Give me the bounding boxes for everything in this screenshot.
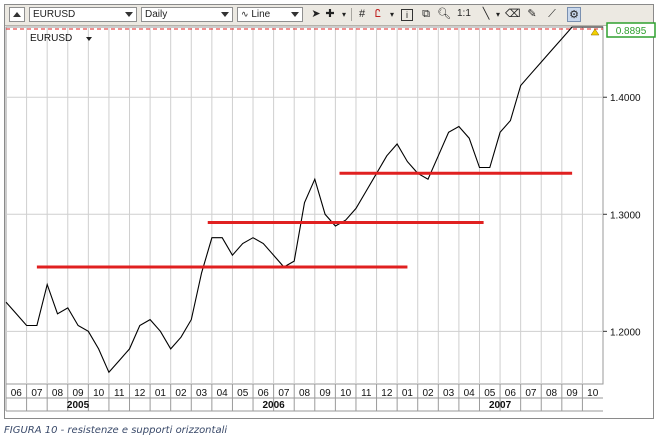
x-tick-label: 03 — [196, 388, 208, 399]
eraser-icon[interactable]: ⌫ — [505, 8, 521, 20]
chevron-down-icon[interactable]: ▾ — [341, 10, 346, 19]
year-label: 2007 — [489, 400, 512, 411]
x-tick-label: 03 — [443, 388, 455, 399]
x-tick-label: 10 — [340, 388, 352, 399]
x-tick-label: 04 — [217, 388, 229, 399]
x-tick-label: 02 — [175, 388, 187, 399]
x-tick-label: 08 — [546, 388, 558, 399]
chevron-down-icon — [86, 37, 92, 41]
figure-caption: FIGURA 10 - resistenze e supporti orizzo… — [4, 425, 228, 436]
x-tick-label: 08 — [52, 388, 64, 399]
x-tick-label: 04 — [464, 388, 476, 399]
symbol-value: EURUSD — [33, 9, 76, 20]
chevron-down-icon — [291, 12, 299, 17]
window-icon[interactable] — [9, 7, 25, 22]
zoom-level[interactable]: 1:1 — [457, 8, 471, 19]
x-tick-label: 10 — [93, 388, 105, 399]
crosshair-icon[interactable]: ✚ — [325, 8, 335, 20]
toolbar: EURUSD Daily ∿ Line ➤ ✚ ▾ # Ꮭ ▾ i ⧉ 🔍︎ 1… — [5, 5, 653, 26]
x-tick-label: 12 — [381, 388, 393, 399]
cursor-icon[interactable]: ➤ — [311, 8, 321, 20]
x-tick-label: 01 — [402, 388, 414, 399]
line-type-icon: ∿ — [241, 9, 249, 19]
chart-symbol-label: EURUSD — [30, 33, 72, 44]
x-tick-label: 11 — [114, 388, 125, 399]
price-chart[interactable]: 06 07 08 09 10 11 12 01 02 03 04 05 06 07 08 09 10 11 12 01… — [0, 21, 660, 421]
x-tick-label: 01 — [155, 388, 167, 399]
x-tick-label: 02 — [422, 388, 434, 399]
x-tick-label: 06 — [258, 388, 270, 399]
zoom-icon[interactable]: 🔍︎ — [437, 8, 451, 20]
x-tick-label: 05 — [237, 388, 249, 399]
x-tick-label: 07 — [31, 388, 43, 399]
timeframe-select[interactable]: Daily — [141, 7, 233, 22]
y-tick-label: 1.3000 — [610, 210, 641, 221]
x-tick-label: 07 — [278, 388, 290, 399]
x-tick-label: 09 — [567, 388, 579, 399]
settings-icon[interactable]: ⚙ — [567, 7, 581, 22]
chevron-down-icon — [125, 12, 133, 17]
x-tick-label: 08 — [299, 388, 311, 399]
ruler-icon[interactable]: ⟋ — [548, 8, 556, 20]
year-label: 2006 — [262, 400, 285, 411]
chevron-down-icon[interactable]: ▾ — [495, 10, 500, 19]
grid-icon[interactable]: # — [358, 8, 366, 20]
x-tick-label: 12 — [134, 388, 146, 399]
y-tick-label: 1.2000 — [610, 327, 641, 338]
info-icon[interactable]: i — [401, 9, 413, 21]
chart-type-value: Line — [251, 9, 271, 20]
y-tick-label: 1.4000 — [610, 93, 641, 104]
last-price-badge — [606, 22, 656, 38]
timeframe-value: Daily — [145, 9, 168, 20]
x-tick-label: 10 — [587, 388, 599, 399]
x-tick-label: 07 — [525, 388, 537, 399]
x-tick-label: 06 — [505, 388, 517, 399]
chart-type-select[interactable]: ∿ Line — [237, 7, 303, 22]
x-tick-label: 09 — [72, 388, 84, 399]
new-window-icon[interactable]: ⧉ — [422, 8, 430, 20]
toolbar-separator — [351, 8, 352, 21]
x-tick-label: 06 — [11, 388, 23, 399]
price-series-line — [5, 26, 603, 374]
window-glyph-icon — [13, 12, 21, 17]
year-label: 2005 — [67, 400, 90, 411]
alert-icon — [590, 28, 600, 36]
pen-icon[interactable]: ✎ — [527, 8, 537, 20]
trendline-icon[interactable]: ╲ — [482, 8, 490, 20]
indicator-icon[interactable]: Ꮭ — [374, 8, 382, 20]
x-tick-label: 09 — [320, 388, 332, 399]
chevron-down-icon[interactable]: ▾ — [389, 10, 394, 19]
symbol-select[interactable]: EURUSD — [29, 7, 137, 22]
last-price-value: 0.8895 — [616, 26, 647, 37]
chevron-down-icon — [221, 12, 229, 17]
x-tick-label: 11 — [361, 388, 372, 399]
x-tick-label: 05 — [484, 388, 496, 399]
